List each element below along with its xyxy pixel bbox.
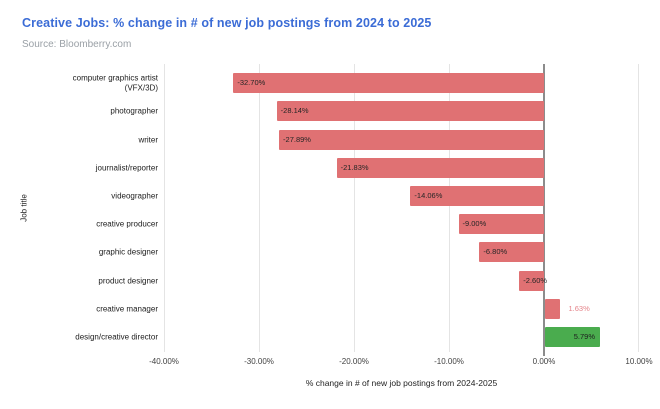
- bar: -21.83%: [336, 157, 544, 178]
- bar: -27.89%: [279, 129, 544, 150]
- value-label: -27.89%: [283, 134, 311, 144]
- value-label: 1.63%: [568, 303, 590, 313]
- value-label: -9.00%: [462, 219, 487, 229]
- bar: -28.14%: [276, 101, 544, 122]
- category-label: videographer: [111, 191, 158, 201]
- value-label: -21.83%: [340, 162, 369, 172]
- bar: -14.06%: [410, 185, 544, 206]
- value-label: -14.06%: [414, 190, 443, 200]
- bar: 1.63%: [545, 298, 590, 319]
- plot-area: -32.70% -28.14% -27.89% -21.83% -14.06% -9.00…: [164, 64, 639, 356]
- x-axis-title: % change in # of new job postings from 2…: [305, 378, 498, 388]
- gridline: [259, 64, 260, 352]
- category-label: design/creative director: [75, 332, 158, 342]
- value-label: -28.14%: [280, 106, 309, 116]
- chart-source: Source: Bloomberry.com: [22, 39, 132, 50]
- bar: 5.79%: [545, 326, 600, 347]
- value-label: -32.70%: [237, 78, 266, 88]
- chart-title: Creative Jobs: % change in # of new job …: [22, 16, 432, 30]
- x-tick-label: -20.00%: [339, 357, 369, 366]
- gridline: [354, 64, 355, 352]
- x-tick-label: -10.00%: [434, 357, 464, 366]
- category-label: graphic designer: [98, 247, 158, 257]
- category-label: creative producer: [96, 219, 158, 229]
- category-label: journalist/reporter: [95, 162, 158, 172]
- bar: -2.60%: [519, 270, 548, 291]
- x-tick-label: -30.00%: [244, 357, 274, 366]
- value-label: -2.60%: [523, 275, 548, 285]
- bar: -9.00%: [458, 214, 544, 235]
- gridline: [164, 64, 165, 352]
- zero-baseline: [543, 64, 545, 356]
- category-label: computer graphics artist (VFX/3D): [72, 73, 158, 93]
- category-label: writer: [138, 134, 158, 144]
- gridline: [638, 64, 639, 352]
- bar: -32.70%: [233, 73, 544, 94]
- category-label: creative manager: [96, 303, 158, 313]
- value-label: -6.80%: [483, 247, 508, 257]
- x-tick-label: 0.00%: [532, 357, 556, 366]
- bar: -6.80%: [479, 242, 544, 263]
- category-label: product designer: [98, 275, 158, 285]
- x-tick-label: -40.00%: [149, 357, 179, 366]
- gridline: [449, 64, 450, 352]
- value-label: 5.79%: [573, 331, 595, 341]
- category-label: photographer: [110, 106, 158, 116]
- x-tick-label: 10.00%: [625, 357, 653, 366]
